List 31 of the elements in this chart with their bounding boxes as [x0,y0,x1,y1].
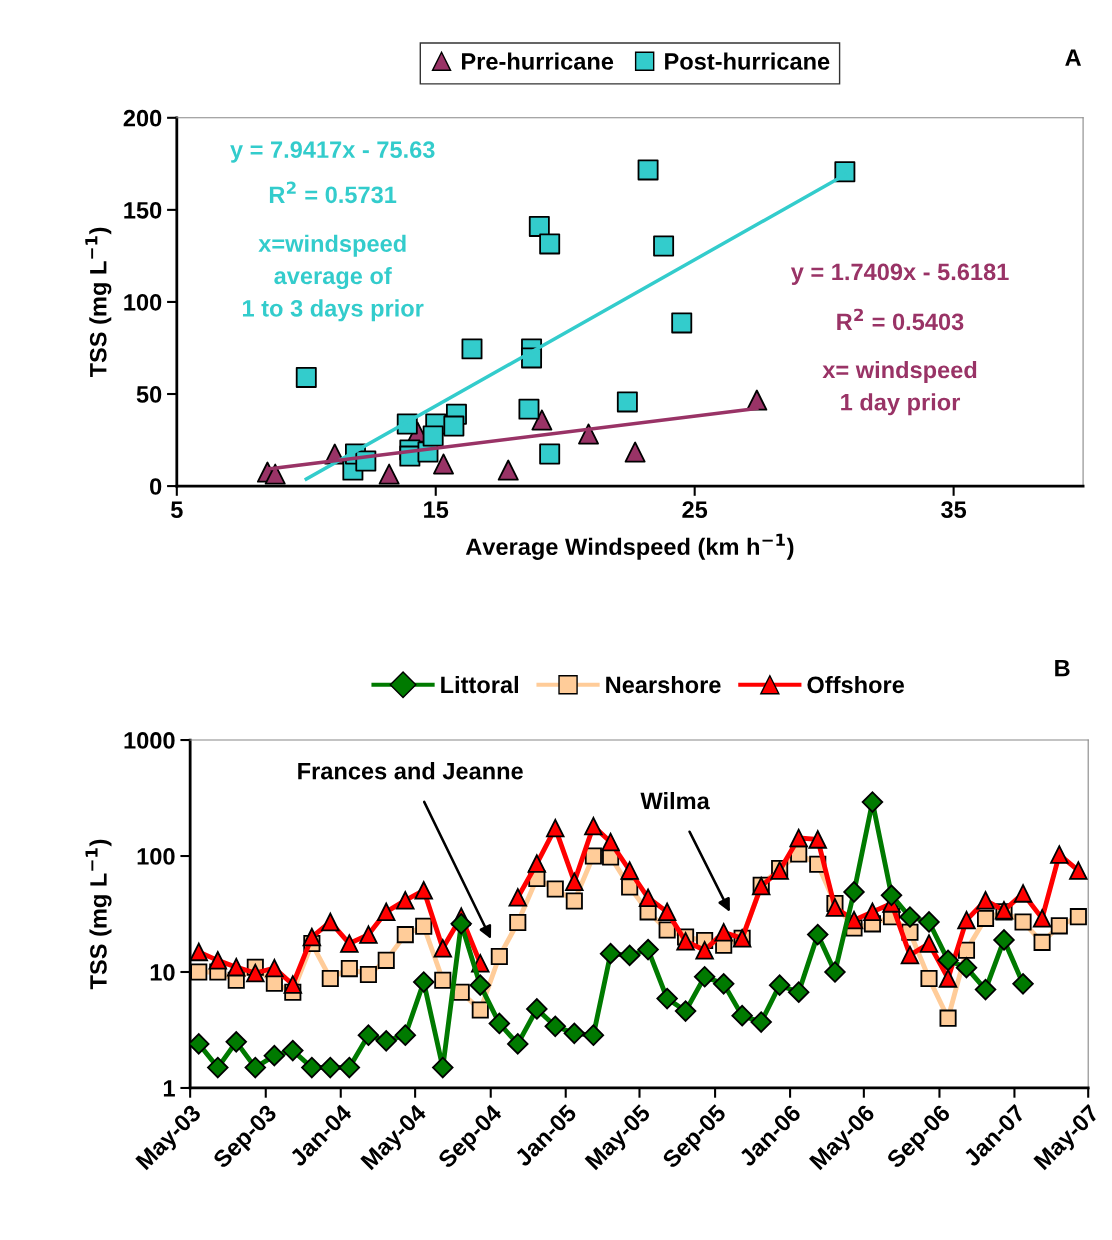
annotation: Wilma [640,792,710,810]
legend-label: Pre-hurricane [462,52,614,70]
legend-label: Nearshore [606,675,721,694]
y-tick-label: 10 [150,964,175,981]
legend-label: Littoral [441,675,518,694]
legend-label: Offshore [807,675,905,694]
legend-label: Post-hurricane [665,52,830,70]
x-tick-label: 35 [941,501,967,519]
annotation: R$^{2}$ = 0.5403 [837,308,964,331]
text: B [1055,659,1070,677]
y-tick-label: 1000 [124,732,175,749]
y-tick-label: 100 [124,294,162,311]
annotation: Frances and Jeanne [298,762,523,780]
annotation: y = 7.9417x - 75.63 [230,141,435,163]
x-tick-label: 25 [682,501,708,519]
x-axis-title: Average Windspeed (km h$^{−1}$) [465,533,794,560]
x-tick-label: 5 [170,501,183,519]
y-tick-label: 50 [136,386,162,403]
y-tick-label: 0 [150,478,162,495]
y-tick-label: 200 [123,109,162,127]
x-tick-label: 15 [424,501,449,519]
y-axis-title: TSS (mg L$^{−1}$) [85,227,112,378]
annotation: x= windspeed 1 day prior [822,360,977,416]
annotation: R$^{2}$ = 0.5731 [269,181,397,204]
text: A [1065,49,1082,66]
y-tick-label: 100 [137,848,175,865]
annotation: y = 1.7409x - 5.6181 [790,263,1009,285]
annotation: x=windspeed average of 1 to 3 days prior [242,234,424,322]
y-axis-title: TSS (mg L$^{−1}$) [85,839,112,990]
y-tick-label: 1 [163,1080,175,1097]
y-tick-label: 150 [124,201,162,219]
